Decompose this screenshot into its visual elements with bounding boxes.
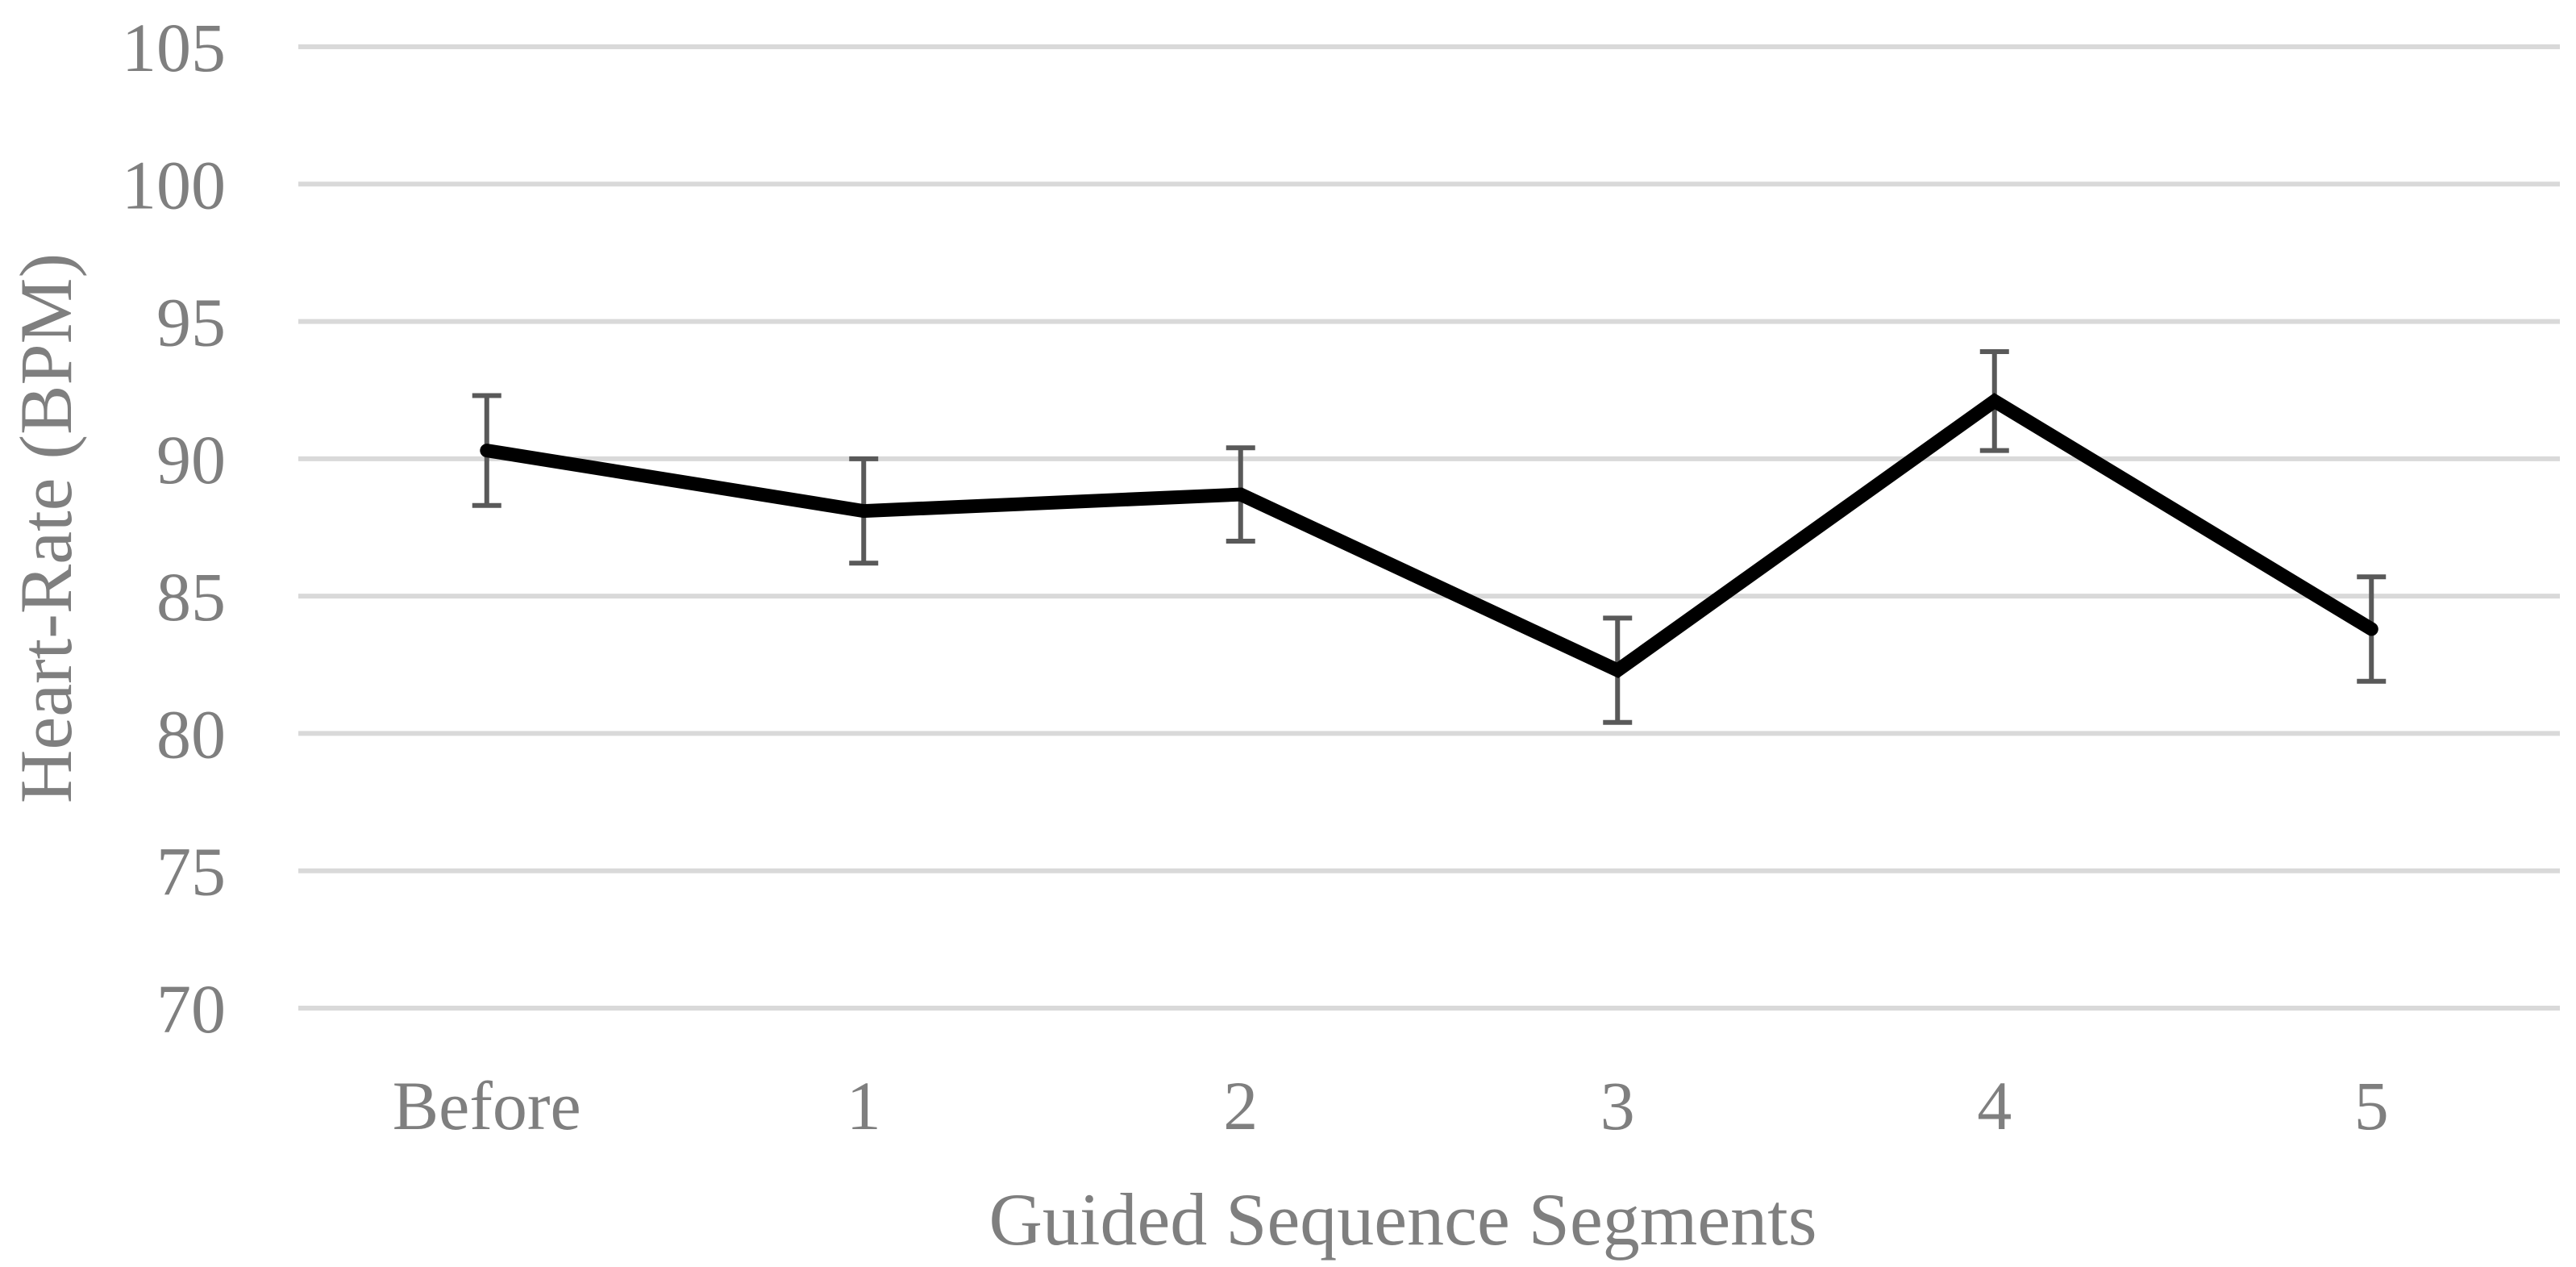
data-point	[1237, 491, 1244, 498]
y-tick-label: 80	[156, 695, 226, 773]
y-tick-label: 85	[156, 558, 226, 636]
y-tick-label: 70	[156, 970, 226, 1048]
data-point	[483, 447, 490, 454]
y-tick-label: 90	[156, 421, 226, 498]
x-axis-title: Guided Sequence Segments	[988, 1178, 1817, 1261]
x-tick-labels: Before 1 2 3 4 5	[393, 1067, 2389, 1144]
y-tick-label: 105	[122, 9, 226, 86]
data-point	[2368, 626, 2375, 633]
x-tick-label: 5	[2354, 1067, 2389, 1144]
series-line	[480, 393, 2378, 678]
x-tick-label: 1	[847, 1067, 881, 1144]
data-point	[860, 507, 868, 515]
series-heart-rate	[472, 349, 2387, 725]
y-tick-label: 100	[122, 146, 226, 223]
gridlines	[298, 44, 2560, 1011]
x-tick-label: 3	[1600, 1067, 1635, 1144]
x-tick-label: 2	[1223, 1067, 1258, 1144]
y-tick-label: 95	[156, 284, 226, 361]
y-axis-title: Heart-Rate (BPM)	[5, 253, 87, 803]
y-tick-labels: 70 75 80 85 90 95 100 105	[122, 9, 226, 1048]
y-tick-label: 75	[156, 833, 226, 911]
x-tick-label: 4	[1977, 1067, 2012, 1144]
data-point	[1614, 667, 1621, 674]
x-tick-label: Before	[393, 1067, 581, 1144]
data-point	[1991, 398, 1998, 405]
